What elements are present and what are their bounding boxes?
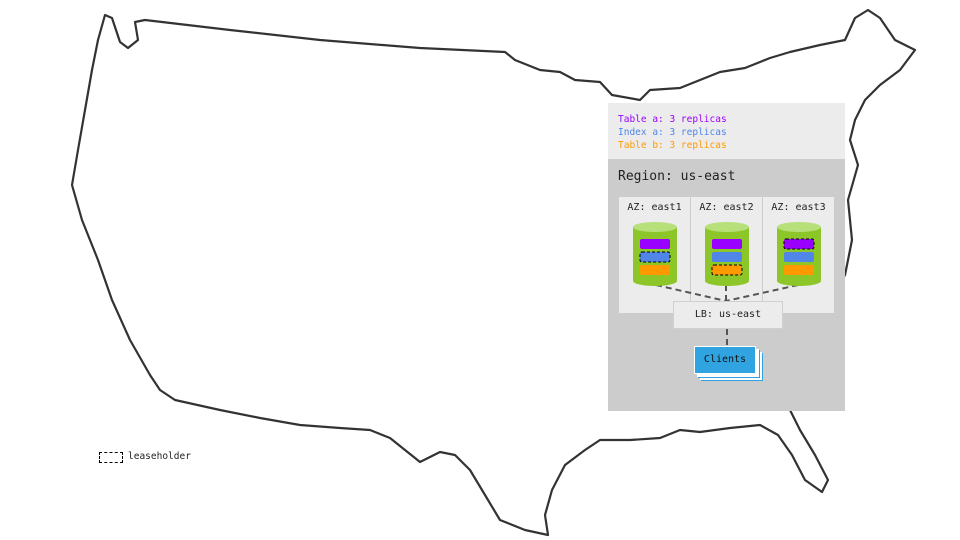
replica-index-a xyxy=(784,252,814,262)
replica-index-a xyxy=(712,252,742,262)
az-label: AZ: east2 xyxy=(699,202,754,213)
connections xyxy=(633,222,821,347)
region-us-east: Region: us-east AZ: east1 AZ: east2 AZ: … xyxy=(608,159,845,411)
legend-table-a: Table a: 3 replicas xyxy=(618,114,727,125)
legend-index-a: Index a: 3 replicas xyxy=(618,127,727,138)
replica-table-b xyxy=(640,265,670,275)
legend-table-b: Table b: 3 replicas xyxy=(618,140,727,151)
database-cylinder xyxy=(705,222,749,286)
replica-table-b xyxy=(711,264,743,276)
replica-table-a xyxy=(783,238,815,250)
leaseholder-legend-label: leaseholder xyxy=(128,451,191,462)
leaseholder-legend-icon xyxy=(99,452,123,463)
replica-table-a xyxy=(712,239,742,249)
replica-table-a xyxy=(640,239,670,249)
az-east2: AZ: east2 xyxy=(691,197,762,313)
clients-box: Clients xyxy=(694,346,756,374)
replica-index-a xyxy=(639,251,671,263)
replica-legend: Table a: 3 replicas Index a: 3 replicas … xyxy=(608,103,845,159)
az-label: AZ: east3 xyxy=(771,202,826,213)
database-cylinder xyxy=(777,222,821,286)
az-label: AZ: east1 xyxy=(627,202,682,213)
database-cylinder xyxy=(633,222,677,286)
load-balancer: LB: us-east xyxy=(673,301,783,329)
replica-table-b xyxy=(784,265,814,275)
region-title: Region: us-east xyxy=(618,169,736,184)
